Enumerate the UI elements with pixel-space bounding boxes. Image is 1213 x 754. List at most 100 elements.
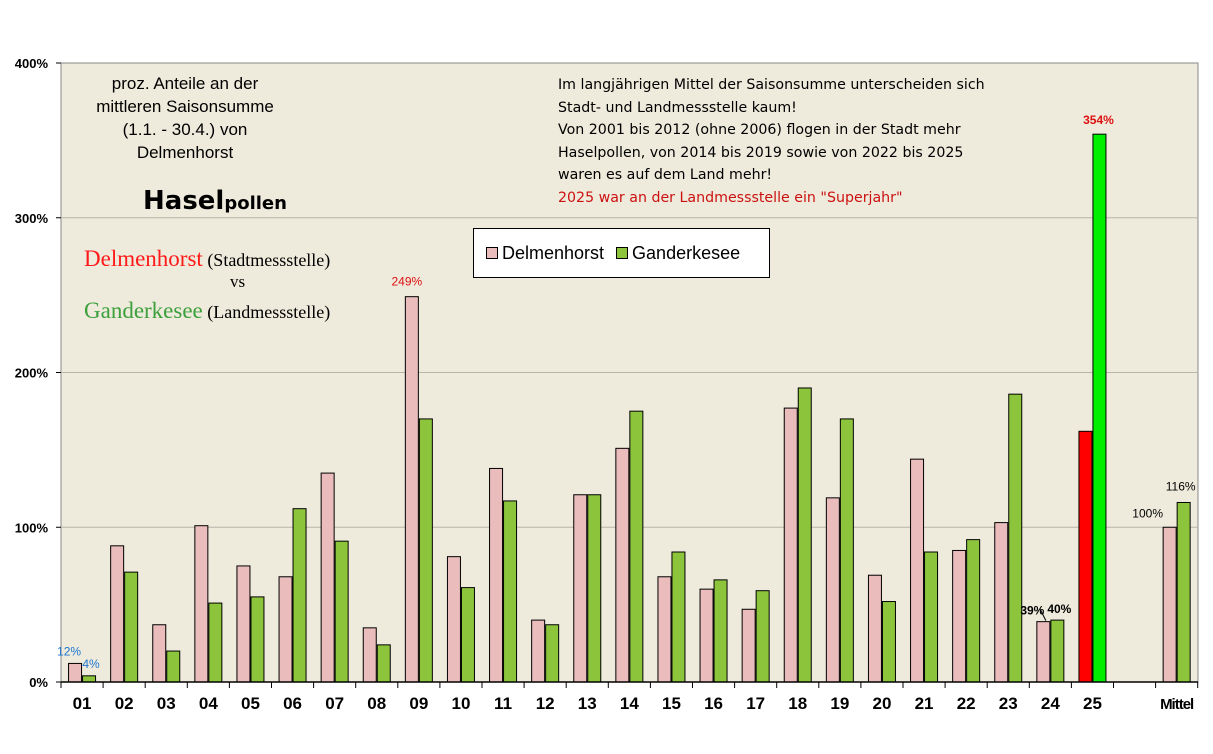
legend: Delmenhorst Ganderkesee — [473, 228, 770, 278]
bar-delmenhorst — [489, 467, 504, 683]
data-label: 12% — [57, 644, 81, 658]
bar-ganderkesee — [587, 494, 602, 683]
y-tick-label: 0% — [29, 675, 48, 690]
x-tick-label: 17 — [746, 694, 765, 713]
bar-delmenhorst — [362, 627, 377, 683]
legend-swatch — [616, 247, 629, 259]
bar-delmenhorst — [1078, 430, 1093, 683]
data-label: 40% — [1047, 602, 1071, 616]
bar-ganderkesee — [881, 601, 896, 683]
x-tick-label: 13 — [578, 694, 597, 713]
bar-ganderkesee — [208, 602, 223, 683]
bar-ganderkesee — [292, 508, 307, 683]
note-line: Von 2001 bis 2012 (ohne 2006) flogen in … — [558, 122, 961, 138]
bar-delmenhorst — [68, 662, 83, 683]
bar-delmenhorst — [615, 447, 630, 683]
bar-delmenhorst — [1036, 621, 1051, 683]
note-line: Stadt- und Landmessstelle kaum! — [558, 99, 797, 116]
bar-delmenhorst — [952, 549, 967, 683]
x-tick-label: Mittel — [1160, 696, 1194, 713]
x-tick-label: 18 — [788, 694, 807, 713]
bar-ganderkesee — [1008, 393, 1023, 683]
title-line: mittleren Saisonsumme — [96, 97, 274, 116]
x-tick-label: 07 — [325, 694, 344, 713]
x-tick-label: 05 — [241, 694, 260, 713]
bar-delmenhorst — [194, 525, 209, 683]
bar-ganderkesee — [755, 590, 770, 683]
legend-label: Delmenhorst — [502, 242, 605, 263]
data-label: 100% — [1132, 506, 1163, 520]
bar-ganderkesee — [797, 387, 812, 683]
bar-delmenhorst — [910, 458, 925, 683]
title-line: Delmenhorst — [136, 143, 234, 162]
bar-ganderkesee — [924, 551, 939, 683]
bar-ganderkesee — [503, 500, 518, 683]
x-tick-label: 20 — [872, 694, 891, 713]
bar-delmenhorst — [657, 576, 672, 683]
bar-ganderkesee — [418, 418, 433, 683]
bar-delmenhorst — [994, 522, 1009, 683]
x-tick-label: 15 — [662, 694, 681, 713]
legend-label: Ganderkesee — [632, 242, 741, 263]
bar-ganderkesee — [966, 539, 981, 683]
bar-delmenhorst — [783, 407, 798, 683]
x-tick-label: 10 — [451, 694, 470, 713]
note-line: waren es auf dem Land mehr! — [558, 167, 773, 183]
x-tick-label: 12 — [536, 694, 555, 713]
station-city-1: Delmenhorst — [84, 246, 203, 271]
bar-ganderkesee — [124, 571, 139, 683]
pollen-title-big: Hasel — [143, 186, 225, 216]
x-tick-label: 16 — [704, 694, 723, 713]
bar-ganderkesee — [839, 418, 854, 683]
y-tick-label: 400% — [15, 56, 49, 71]
x-tick-label: 03 — [157, 694, 176, 713]
y-tick-label: 200% — [15, 366, 49, 381]
bar-ganderkesee — [166, 650, 181, 683]
data-label: 354% — [1083, 113, 1114, 127]
data-label: 116% — [1166, 479, 1196, 493]
note-line: Haselpollen, von 2014 bis 2019 sowie von… — [558, 144, 964, 161]
x-tick-label: 11 — [494, 694, 512, 713]
x-tick-label: 25 — [1083, 694, 1102, 713]
bar-ganderkesee — [1050, 619, 1065, 683]
x-tick-label: 21 — [915, 694, 934, 713]
stations-block: Delmenhorst (Stadtmessstelle) vs Ganderk… — [84, 246, 330, 324]
x-tick-label: 04 — [199, 694, 218, 713]
bar-ganderkesee — [460, 587, 475, 683]
bar-delmenhorst — [1162, 526, 1177, 683]
bar-ganderkesee — [376, 644, 391, 683]
bar-ganderkesee — [334, 540, 349, 683]
x-tick-label: 06 — [283, 694, 302, 713]
note-block: Im langjährigen Mittel der Saisonsumme u… — [558, 74, 1028, 209]
y-tick-label: 300% — [15, 211, 49, 226]
bar-delmenhorst — [110, 545, 125, 683]
title-line: proz. Anteile an der — [111, 74, 259, 93]
y-tick-label: 100% — [15, 520, 49, 535]
pollen-title-small: pollen — [224, 193, 287, 214]
label-leader-line — [1039, 608, 1047, 621]
data-label: 4% — [82, 657, 100, 671]
legend-item-delmenhorst: Delmenhorst — [486, 243, 604, 264]
data-label: 39% — [1020, 604, 1044, 618]
bar-delmenhorst — [573, 494, 588, 683]
bar-delmenhorst — [152, 624, 167, 683]
x-tick-label: 09 — [409, 694, 428, 713]
x-tick-label: 14 — [620, 694, 639, 713]
bar-ganderkesee — [545, 624, 560, 683]
bar-delmenhorst — [278, 576, 293, 683]
bar-ganderkesee — [713, 579, 728, 683]
x-tick-label: 02 — [115, 694, 134, 713]
x-tick-label: 08 — [367, 694, 386, 713]
bar-ganderkesee — [250, 596, 265, 683]
bar-delmenhorst — [236, 565, 251, 683]
bar-delmenhorst — [699, 588, 714, 683]
station-city-2: Ganderkesee — [84, 298, 203, 323]
legend-item-ganderkesee: Ganderkesee — [616, 243, 740, 264]
title-block: proz. Anteile an der mittleren Saisonsum… — [62, 72, 308, 164]
bar-delmenhorst — [531, 619, 546, 683]
x-tick-label: 23 — [999, 694, 1018, 713]
bar-delmenhorst — [404, 296, 419, 683]
bar-ganderkesee — [1176, 501, 1191, 683]
vs-label: vs — [230, 272, 246, 291]
